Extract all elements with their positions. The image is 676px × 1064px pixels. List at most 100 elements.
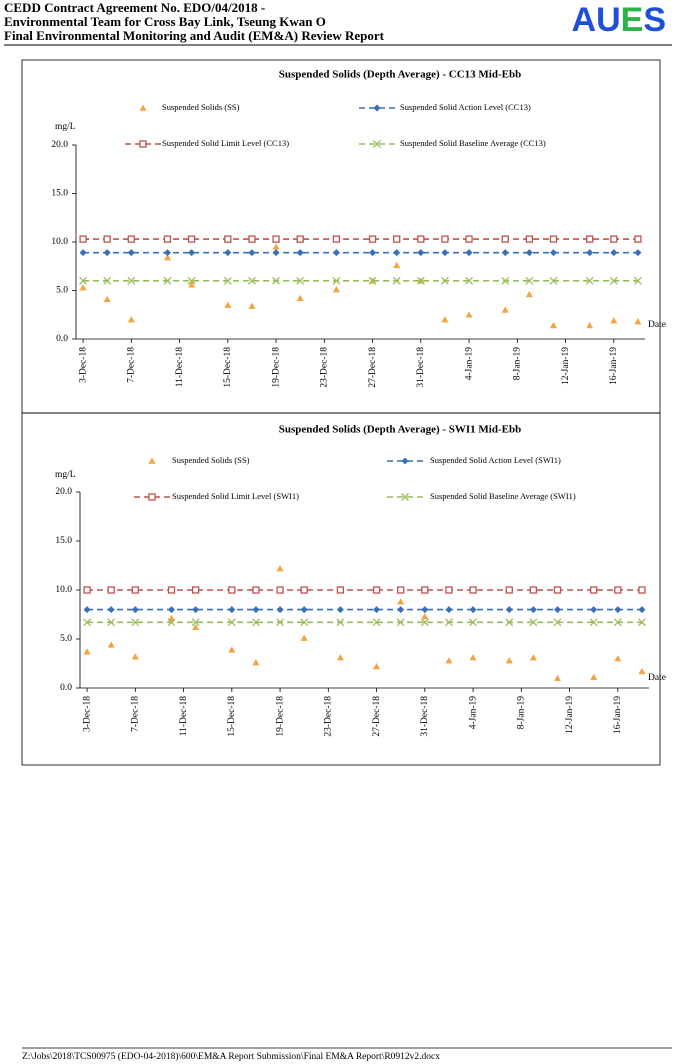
data-point: [469, 654, 477, 661]
marker: [589, 618, 598, 627]
data-point: [107, 641, 115, 648]
logo: AUES: [572, 1, 667, 39]
marker: [272, 235, 280, 243]
data-point: [441, 316, 449, 323]
data-point: [505, 657, 513, 664]
data-point: [586, 321, 594, 329]
marker: [248, 249, 256, 257]
footer: Z:\Jobs\2018\TCS00975 (EDO-04-2018)\600\…: [22, 1051, 440, 1062]
legend-marker: [373, 140, 381, 148]
data-point: [131, 653, 139, 660]
x-tick-label: 12-Jan-19: [565, 696, 575, 734]
marker: [373, 606, 381, 614]
legend-marker: [401, 493, 409, 501]
marker: [296, 235, 304, 243]
marker: [300, 586, 308, 594]
marker: [168, 606, 175, 614]
legend-label: Suspended Solid Action Level (CC13): [400, 102, 531, 112]
marker: [529, 606, 537, 614]
marker: [550, 249, 557, 257]
legend-marker: [139, 140, 147, 148]
marker: [272, 276, 281, 285]
marker: [421, 586, 429, 594]
legend-marker: [148, 493, 156, 501]
marker: [417, 235, 425, 243]
data-point: [465, 311, 473, 318]
data-point: [393, 261, 401, 269]
x-tick-label: 7-Dec-18: [131, 696, 141, 732]
marker: [131, 586, 139, 594]
marker: [590, 586, 598, 594]
marker: [336, 606, 344, 614]
x-tick-label: 31-Dec-18: [416, 347, 426, 388]
marker: [634, 249, 642, 257]
x-tick-label: 19-Dec-18: [275, 696, 285, 737]
marker: [127, 249, 135, 257]
marker: [469, 586, 477, 594]
header-line: Final Environmental Monitoring and Audit…: [4, 28, 385, 43]
marker: [228, 606, 236, 614]
marker: [633, 276, 642, 285]
marker: [191, 586, 200, 594]
x-tick-label: 19-Dec-18: [271, 347, 281, 388]
marker: [368, 276, 377, 285]
marker: [167, 586, 176, 594]
marker: [188, 249, 196, 257]
legend-label: Suspended Solids (SS): [172, 455, 250, 465]
data-point: [188, 281, 196, 288]
marker: [103, 249, 111, 257]
marker: [296, 276, 305, 285]
y-axis-label: mg/L: [55, 470, 76, 480]
y-tick-label: 10.0: [51, 237, 68, 247]
marker: [332, 249, 340, 257]
marker: [83, 606, 91, 614]
y-tick-label: 5.0: [56, 286, 68, 296]
x-tick-label: 15-Dec-18: [223, 347, 233, 388]
x-tick-label: 23-Dec-18: [320, 347, 330, 388]
x-tick-label: 27-Dec-18: [368, 347, 378, 388]
marker: [252, 586, 260, 594]
marker: [192, 606, 200, 614]
marker: [416, 276, 425, 285]
marker: [251, 618, 260, 627]
x-tick-label: 27-Dec-18: [372, 696, 382, 737]
marker: [638, 606, 646, 614]
marker: [276, 606, 284, 614]
x-tick-label: 11-Dec-18: [175, 347, 185, 388]
marker: [300, 618, 309, 627]
data-point: [421, 612, 429, 620]
y-tick-label: 20.0: [55, 487, 72, 497]
marker: [529, 618, 538, 627]
data-point: [590, 673, 598, 681]
marker: [525, 249, 533, 257]
marker: [609, 276, 618, 285]
marker: [368, 235, 377, 243]
data-point: [192, 623, 200, 631]
legend-label: Suspended Solid Action Level (SWI1): [430, 455, 561, 465]
marker: [465, 276, 474, 285]
marker: [187, 276, 196, 285]
marker: [465, 235, 473, 243]
x-tick-label: 23-Dec-18: [324, 696, 334, 737]
data-point: [634, 318, 642, 325]
marker: [525, 235, 534, 243]
marker: [638, 586, 646, 594]
data-point: [336, 654, 344, 661]
marker: [505, 606, 513, 614]
data-point: [83, 648, 91, 655]
marker: [224, 235, 232, 243]
marker: [501, 276, 510, 285]
marker: [103, 235, 111, 243]
x-tick-label: 16-Jan-19: [613, 696, 623, 734]
marker: [187, 235, 196, 243]
marker: [610, 235, 618, 243]
marker: [103, 276, 112, 285]
chart-title: Suspended Solids (Depth Average) - SWI1 …: [279, 424, 521, 436]
marker: [441, 235, 449, 243]
data-point: [164, 254, 171, 261]
marker: [637, 618, 646, 627]
marker: [469, 606, 477, 614]
marker: [614, 586, 622, 594]
data-point: [127, 316, 135, 323]
marker: [420, 618, 429, 627]
